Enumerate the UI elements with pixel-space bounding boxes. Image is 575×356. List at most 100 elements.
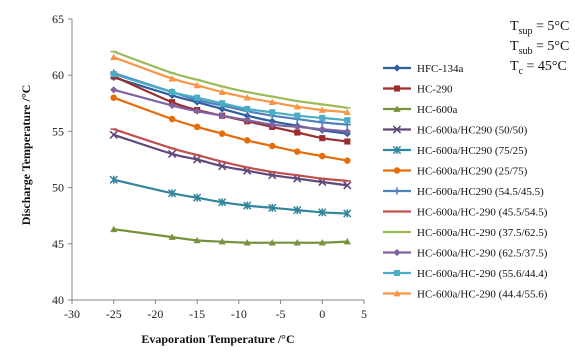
- data-point: [110, 94, 117, 101]
- data-point: [194, 94, 201, 101]
- data-point: [110, 71, 117, 78]
- data-point: [268, 121, 276, 129]
- data-point: [168, 115, 176, 123]
- legend-swatch-marker: [392, 145, 402, 155]
- legend-label: HC-600a/HC290 (75/25): [417, 145, 528, 157]
- series-layer: [109, 50, 352, 246]
- data-point: [110, 225, 118, 233]
- legend-swatch-marker: [393, 105, 401, 112]
- data-point: [343, 108, 351, 116]
- data-point: [293, 123, 301, 131]
- condition-line: Tsub = 5°C: [510, 39, 569, 57]
- legend-swatch-marker: [393, 269, 401, 277]
- series-9: [110, 50, 351, 109]
- y-tick-label: 40: [52, 293, 64, 307]
- data-point: [243, 116, 251, 124]
- legend-swatch-marker: [393, 85, 401, 92]
- legend-item: HC-600a: [383, 104, 457, 116]
- x-tick-label: -5: [276, 307, 286, 321]
- y-axis-title: Discharge Temperature /°C: [19, 85, 33, 226]
- y-tick-label: 60: [52, 68, 64, 82]
- data-point: [243, 201, 252, 210]
- data-point: [218, 162, 227, 171]
- y-tick-label: 65: [52, 12, 64, 26]
- legend-item: HC-600a/HC-290 (37.5/62.5): [383, 227, 548, 239]
- legend-item: HC-600a/HC-290 (55.6/44.4): [383, 268, 548, 280]
- data-point: [193, 107, 201, 115]
- legend-item: HC-600a/HC-290 (45.5/54.5): [383, 207, 548, 219]
- data-point: [268, 142, 276, 150]
- data-point: [319, 114, 326, 121]
- legend-swatch-marker: [393, 248, 401, 257]
- legend-label: HC-600a/HC-290 (55.6/44.4): [417, 268, 548, 280]
- legend-swatch-marker: [393, 289, 401, 297]
- series-11: [110, 71, 351, 124]
- data-point: [343, 237, 351, 245]
- legend-label: HC-290: [417, 84, 453, 96]
- legend-item: HC-600a/HC290 (75/25): [383, 145, 528, 157]
- condition-line: Tsup = 5°C: [510, 19, 569, 37]
- x-tick-label: -20: [147, 307, 163, 321]
- data-point: [293, 103, 301, 110]
- legend-label: HC-600a/HC290 (54.5/45.5): [417, 186, 544, 198]
- legend-swatch-marker: [393, 187, 401, 195]
- legend-swatch-marker: [393, 167, 401, 174]
- series-6: [110, 94, 351, 164]
- data-point: [294, 148, 301, 155]
- series-4: [109, 130, 352, 190]
- legend-item: HC-600a/HC290 (50/50): [383, 125, 528, 137]
- data-point: [219, 100, 226, 107]
- legend-label: HC-600a/HC290 (50/50): [417, 125, 528, 137]
- legend-item: HC-600a/HC-290 (62.5/37.5): [383, 248, 548, 260]
- data-point: [343, 181, 352, 190]
- data-point: [110, 53, 118, 61]
- legend-label: HC-600a: [417, 104, 457, 116]
- y-tick-label: 55: [52, 124, 64, 138]
- data-point: [268, 239, 276, 246]
- legend-item: HC-600a/HC290 (25/75): [383, 166, 528, 178]
- data-point: [268, 203, 277, 212]
- data-point: [344, 138, 351, 145]
- x-tick-label: -10: [231, 307, 247, 321]
- data-point: [268, 98, 276, 106]
- data-point: [294, 129, 301, 136]
- data-point: [110, 86, 118, 94]
- x-axis-title: Evaporation Temperature /°C: [141, 332, 294, 346]
- x-tick-label: 5: [361, 307, 367, 321]
- conditions-box: Tsup = 5°C Tsub = 5°C Tc = 45°C: [510, 19, 569, 77]
- x-tick-label: -25: [106, 307, 122, 321]
- y-tick-label: 45: [52, 237, 64, 251]
- data-point: [193, 123, 201, 131]
- x-tick-label: 0: [319, 307, 325, 321]
- legend-swatch-marker: [392, 125, 402, 134]
- data-point: [193, 81, 201, 89]
- data-point: [318, 106, 326, 113]
- legend-item: HFC-134a: [383, 63, 464, 75]
- data-point: [319, 135, 326, 142]
- legend-label: HFC-134a: [417, 63, 464, 75]
- data-point: [343, 209, 352, 218]
- data-point: [344, 157, 351, 164]
- legend-label: HC-600a/HC-290 (44.4/55.6): [417, 289, 548, 301]
- data-point: [243, 94, 251, 101]
- legend-label: HC-600a/HC-290 (45.5/54.5): [417, 207, 548, 219]
- data-point: [109, 130, 118, 139]
- legend-item: HC-290: [383, 84, 453, 96]
- series-5: [109, 175, 352, 218]
- data-point: [167, 189, 177, 198]
- data-point: [218, 88, 226, 95]
- data-point: [168, 101, 176, 110]
- data-point: [218, 130, 226, 137]
- data-point: [243, 239, 251, 246]
- legend-swatch-marker: [393, 64, 401, 72]
- data-point: [343, 127, 351, 135]
- data-point: [168, 233, 176, 240]
- data-point: [168, 74, 176, 82]
- data-point: [293, 239, 301, 246]
- data-point: [218, 237, 226, 245]
- series-3: [110, 225, 351, 246]
- data-point: [218, 198, 227, 207]
- data-point: [344, 117, 351, 124]
- data-point: [109, 175, 118, 184]
